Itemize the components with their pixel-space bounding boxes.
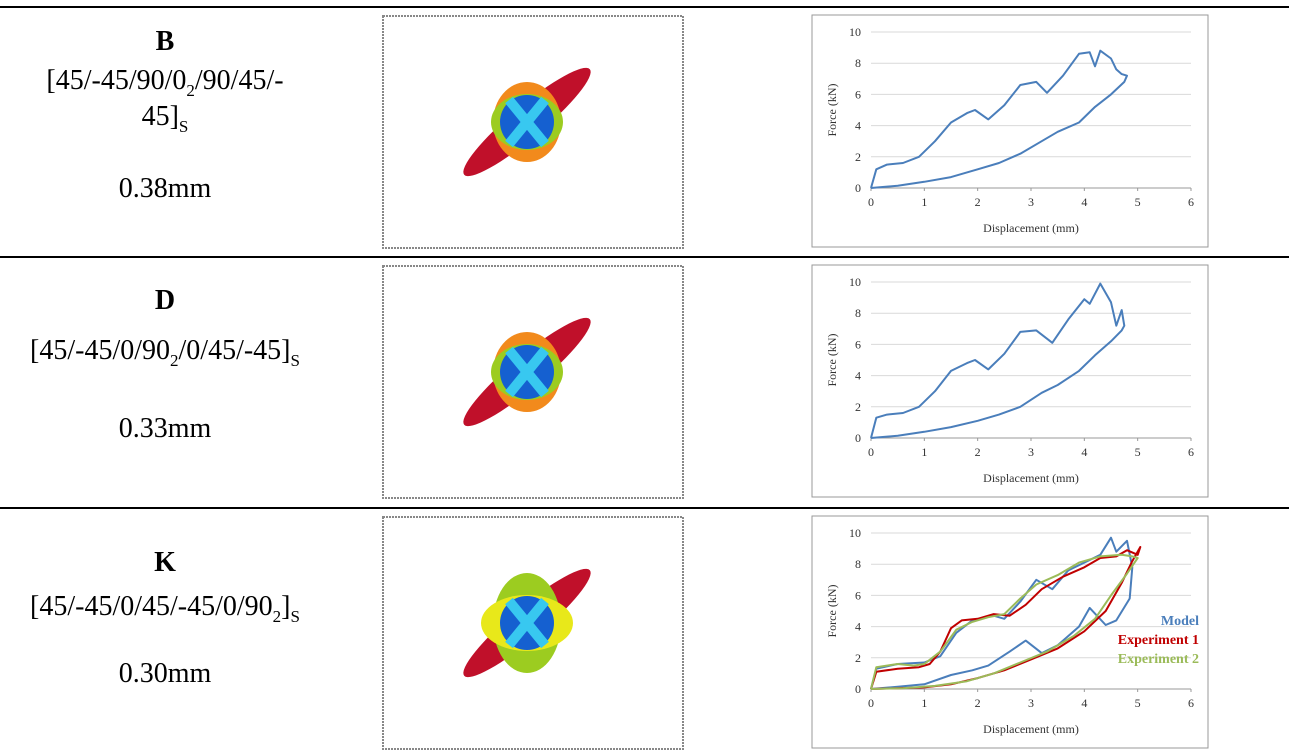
y-tick-label: 8 — [855, 557, 861, 571]
y-tick-label: 6 — [855, 588, 861, 602]
y-tick-label: 10 — [849, 25, 861, 39]
legend-label: Model — [1161, 614, 1199, 629]
layup-part: 2 — [186, 81, 195, 100]
legend-label: Experiment 1 — [1118, 633, 1199, 648]
x-tick-label: 4 — [1081, 195, 1087, 209]
x-tick-label: 2 — [975, 445, 981, 459]
layup-part: S — [179, 117, 188, 136]
y-tick-label: 2 — [855, 150, 861, 164]
x-tick-label: 2 — [975, 195, 981, 209]
x-tick-label: 0 — [868, 195, 874, 209]
row-label: B — [156, 26, 175, 57]
layup-part: 45] — [142, 101, 179, 132]
layup-part: [45/-45/0/45/-45/0/90 — [30, 591, 273, 622]
series-line — [870, 49, 1128, 189]
layup-part: /90/45/- — [195, 65, 284, 96]
damage-x — [505, 597, 549, 649]
layup: [45/-45/90/02/90/45/- — [46, 65, 283, 100]
y-tick-label: 2 — [855, 651, 861, 665]
layup-part: [45/-45/90/0 — [46, 65, 186, 96]
row-label: D — [155, 285, 175, 316]
damage-image — [463, 317, 591, 427]
chart-frame — [811, 264, 1209, 498]
layup-part: ] — [281, 591, 290, 622]
x-tick-label: 4 — [1081, 445, 1087, 459]
chart-frame — [811, 515, 1209, 749]
layup: [45/-45/0/45/-45/0/902]S — [30, 591, 300, 626]
damage-image — [463, 568, 591, 678]
y-axis-title: Force (kN) — [825, 585, 839, 638]
row-label: K — [154, 547, 176, 578]
series-line — [870, 282, 1126, 439]
thickness: 0.38mm — [119, 173, 212, 204]
x-tick-label: 3 — [1028, 195, 1034, 209]
damage-x — [505, 96, 549, 148]
chart-frame — [811, 14, 1209, 248]
y-tick-label: 0 — [855, 431, 861, 445]
x-tick-label: 5 — [1135, 445, 1141, 459]
y-tick-label: 10 — [849, 526, 861, 540]
series-line — [870, 553, 1139, 690]
layup-part: /0/45/-45] — [179, 335, 291, 366]
x-axis-title: Displacement (mm) — [983, 471, 1079, 485]
y-tick-label: 6 — [855, 337, 861, 351]
y-tick-label: 2 — [855, 400, 861, 414]
x-tick-label: 6 — [1188, 696, 1194, 710]
y-tick-label: 4 — [855, 369, 861, 383]
y-tick-label: 10 — [849, 275, 861, 289]
x-tick-label: 6 — [1188, 195, 1194, 209]
x-tick-label: 3 — [1028, 445, 1034, 459]
damage-image — [463, 67, 591, 177]
x-tick-label: 1 — [921, 696, 927, 710]
x-tick-label: 0 — [868, 445, 874, 459]
x-tick-label: 1 — [921, 195, 927, 209]
layup-part: 2 — [170, 351, 179, 370]
layup: 45]S — [142, 101, 189, 136]
layup-part: [45/-45/0/90 — [30, 335, 170, 366]
layup-part: S — [291, 351, 300, 370]
x-tick-label: 2 — [975, 696, 981, 710]
x-tick-label: 5 — [1135, 696, 1141, 710]
legend-label: Experiment 2 — [1118, 652, 1199, 667]
thickness: 0.33mm — [119, 413, 212, 444]
x-tick-label: 4 — [1081, 696, 1087, 710]
y-tick-label: 8 — [855, 306, 861, 320]
layup-part: S — [291, 607, 300, 626]
x-tick-label: 3 — [1028, 696, 1034, 710]
y-tick-label: 4 — [855, 119, 861, 133]
y-tick-label: 6 — [855, 87, 861, 101]
x-tick-label: 1 — [921, 445, 927, 459]
y-tick-label: 4 — [855, 620, 861, 634]
thickness: 0.30mm — [119, 658, 212, 689]
x-tick-label: 0 — [868, 696, 874, 710]
layup: [45/-45/0/902/0/45/-45]S — [30, 335, 300, 370]
x-axis-title: Displacement (mm) — [983, 722, 1079, 736]
layup-part: 2 — [273, 607, 282, 626]
x-tick-label: 6 — [1188, 445, 1194, 459]
y-axis-title: Force (kN) — [825, 84, 839, 137]
y-tick-label: 8 — [855, 56, 861, 70]
y-tick-label: 0 — [855, 181, 861, 195]
y-tick-label: 0 — [855, 682, 861, 696]
damage-x — [505, 346, 549, 398]
y-axis-title: Force (kN) — [825, 334, 839, 387]
x-axis-title: Displacement (mm) — [983, 221, 1079, 235]
x-tick-label: 5 — [1135, 195, 1141, 209]
